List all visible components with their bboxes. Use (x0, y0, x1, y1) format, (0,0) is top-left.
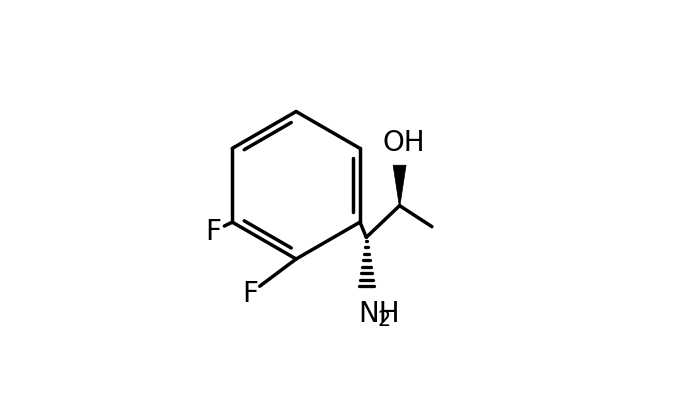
Text: OH: OH (383, 129, 426, 157)
Text: F: F (205, 218, 221, 246)
Text: 2: 2 (377, 310, 391, 330)
Text: NH: NH (358, 300, 400, 328)
Text: F: F (242, 280, 258, 307)
Polygon shape (393, 165, 406, 206)
